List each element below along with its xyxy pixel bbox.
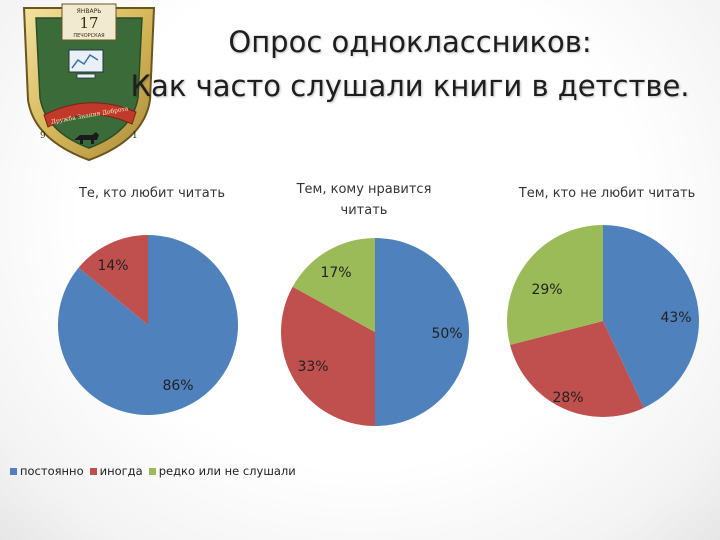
pie-slice-иногда: [281, 286, 375, 426]
logo-corner-right: 1: [132, 131, 138, 141]
page-title-line2: Как часто слушали книги в детстве.: [130, 69, 690, 103]
legend-item-iogda: иногда: [89, 464, 143, 478]
pie-slice-постоянно: [375, 238, 469, 426]
logo-text-top: ЯНВАРЬ: [77, 8, 102, 15]
legend-swatch: [10, 467, 17, 475]
data-label-postoyanno: 43%: [660, 310, 691, 326]
legend-item-postoyanno: постоянно: [10, 464, 84, 478]
pie-slice-редко или не слушали: [507, 225, 603, 345]
legend-label: иногда: [99, 464, 143, 478]
chart-title: Тем, кто не любит читать: [518, 186, 695, 201]
legend-item-redko: редко или не слушали: [148, 464, 296, 478]
data-label-iogda: 33%: [297, 359, 328, 375]
pie-slice-иногда: [78, 235, 148, 325]
chart-title: Те, кто любит читать: [78, 186, 225, 201]
logo-number: 17: [79, 14, 98, 32]
school-emblem-shield-icon: ЯНВАРЬ 17 ПЕЧОРСКАЯ Дружба Знания Доброт…: [22, 3, 156, 162]
data-label-redko: 29%: [531, 282, 562, 298]
pie-slice-иногда: [510, 321, 644, 417]
legend: постоянно иногда редко или не слушали: [10, 462, 302, 480]
chart-title-line2: читать: [341, 203, 388, 218]
logo-text-mid: ПЕЧОРСКАЯ: [73, 33, 104, 39]
pie-slice-постоянно: [603, 225, 699, 408]
legend-swatch: [148, 467, 156, 475]
logo-corner-left: 9: [40, 131, 46, 141]
pie-chart-dislikes-reading: Тем, кто не любит читать 29% 43% 28%: [507, 186, 699, 417]
data-label-redko: 17%: [320, 265, 351, 281]
page-title: Опрос одноклассников: Как часто слушали …: [130, 20, 690, 108]
chart-title-line1: Тем, кому нравится: [296, 182, 432, 197]
pie-chart-likes-reading: Те, кто любит читать 14% 86%: [57, 186, 238, 415]
legend-swatch: [89, 467, 97, 475]
legend-label: редко или не слушали: [158, 464, 296, 478]
pie-chart-enjoys-reading: Тем, кому нравится читать 17% 50% 33%: [281, 182, 469, 426]
legend-label: постоянно: [20, 464, 84, 478]
data-label-iogda: 14%: [97, 258, 128, 274]
page-title-line1: Опрос одноклассников:: [228, 25, 592, 59]
data-label-postoyanno: 86%: [162, 378, 193, 394]
pie-slice-постоянно: [57, 235, 238, 415]
pie-slice-редко или не слушали: [292, 238, 375, 332]
data-label-iogda: 28%: [552, 390, 583, 406]
data-label-postoyanno: 50%: [431, 326, 462, 342]
